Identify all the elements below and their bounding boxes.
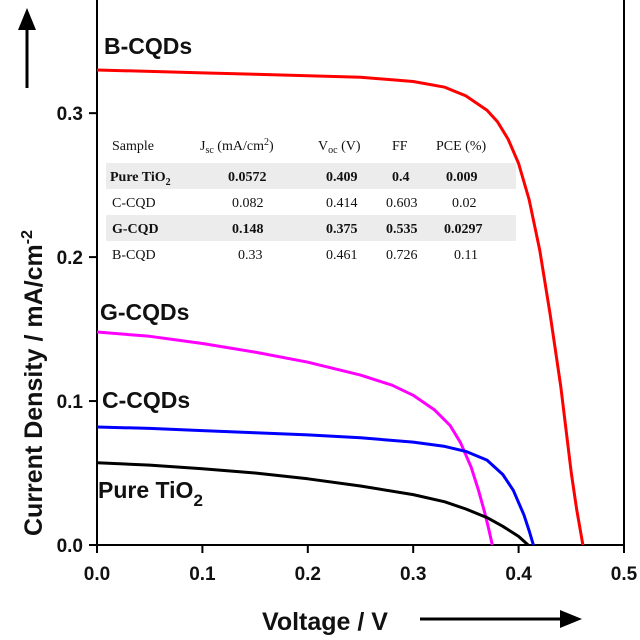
table-cell-voc: 0.414 [326, 196, 358, 211]
table-cell-sample: B-CQD [112, 248, 156, 263]
y-tick-label: 0.2 [57, 248, 83, 269]
series-line-2 [96, 425, 535, 546]
x-tick-label: 0.4 [505, 564, 532, 585]
x-axis-ticks: 0.0 0.1 0.2 0.3 0.4 0.5 [84, 545, 638, 585]
table-cell-pce: 0.11 [454, 248, 478, 263]
table-header-jsc-sub: sc [205, 145, 214, 156]
table-header-row: Sample Jsc (mA/cm2) Voc (V) FF PCE (%) [112, 137, 487, 156]
series-line-0 [96, 68, 585, 546]
y-axis-ticks: 0.0 0.1 0.2 0.3 [57, 104, 97, 557]
x-axis-arrowhead-icon [560, 610, 582, 628]
table-header-jsc: J [200, 139, 206, 154]
table-header-jsc-unit: (mA/cm [214, 139, 264, 154]
table-cell-pce: 0.0297 [444, 222, 483, 237]
series-label-b-cqds: B-CQDs [104, 33, 192, 59]
x-axis-title: Voltage / V [262, 608, 388, 636]
inset-table: Sample Jsc (mA/cm2) Voc (V) FF PCE (%) P… [106, 137, 516, 263]
y-tick-label: 0.0 [57, 536, 83, 557]
table-cell-ff: 0.603 [386, 196, 418, 211]
series-label-pure-tio2-main: Pure TiO [98, 477, 193, 503]
table-row: B-CQD 0.33 0.461 0.726 0.11 [112, 248, 478, 263]
y-tick-label: 0.3 [57, 104, 83, 125]
y-axis-title: Current Density / mA/cm-2 [19, 230, 48, 536]
table-cell-voc: 0.461 [326, 248, 358, 263]
table-header-sample: Sample [112, 139, 154, 154]
table-row: Pure TiO2 0.0572 0.409 0.4 0.009 [110, 170, 478, 188]
table-cell-voc: 0.409 [326, 170, 358, 185]
table-cell-ff: 0.535 [386, 222, 418, 237]
series-label-g-cqds: G-CQDs [100, 299, 189, 325]
table-cell-jsc: 0.33 [238, 248, 263, 263]
table-cell-pce: 0.02 [452, 196, 477, 211]
table-cell-voc: 0.375 [326, 222, 358, 237]
table-header-pce: PCE (%) [436, 139, 487, 154]
table-cell-sample: C-CQD [112, 196, 156, 211]
y-axis-title-superscript: -2 [19, 230, 36, 244]
plot-area [96, 0, 625, 546]
table-cell-jsc: 0.0572 [228, 170, 267, 185]
table-cell-jsc: 0.082 [232, 196, 264, 211]
table-row: C-CQD 0.082 0.414 0.603 0.02 [112, 196, 477, 211]
table-header-voc: V [318, 139, 328, 154]
y-tick-label: 0.1 [57, 392, 84, 413]
table-cell-ff: 0.4 [392, 170, 410, 185]
table-header-voc-sub: oc [328, 145, 338, 156]
series-label-pure-tio2: Pure TiO2 [98, 477, 203, 510]
table-header-ff: FF [392, 139, 408, 154]
x-tick-label: 0.5 [611, 564, 638, 585]
x-tick-label: 0.3 [400, 564, 426, 585]
y-axis-arrowhead-icon [18, 8, 36, 30]
x-tick-label: 0.1 [189, 564, 216, 585]
table-cell-sample: Pure TiO [110, 170, 166, 185]
y-axis-title-main: Current Density / mA/cm [20, 244, 48, 536]
curves [96, 68, 585, 547]
x-tick-label: 0.2 [295, 564, 321, 585]
table-cell-sample: G-CQD [112, 222, 159, 237]
table-cell-ff: 0.726 [386, 248, 418, 263]
table-cell-sample-sub: 2 [166, 177, 171, 188]
x-tick-label: 0.0 [84, 564, 110, 585]
table-row-bg-g-cqd [106, 215, 516, 241]
series-label-c-cqds: C-CQDs [102, 387, 190, 413]
table-header-voc-unit: (V) [338, 139, 361, 154]
series-line-1 [96, 330, 494, 546]
table-row-bg-pure-tio2 [106, 163, 516, 189]
table-header-jsc-close: ) [269, 139, 274, 154]
series-label-pure-tio2-subscript: 2 [193, 491, 202, 510]
table-cell-pce: 0.009 [446, 170, 478, 185]
table-row: G-CQD 0.148 0.375 0.535 0.0297 [112, 222, 483, 237]
table-header-jsc-unit-sup: 2 [264, 137, 269, 148]
svg-text:Pure TiO2: Pure TiO2 [110, 170, 171, 188]
series-line-3 [96, 461, 530, 547]
table-cell-jsc: 0.148 [232, 222, 264, 237]
